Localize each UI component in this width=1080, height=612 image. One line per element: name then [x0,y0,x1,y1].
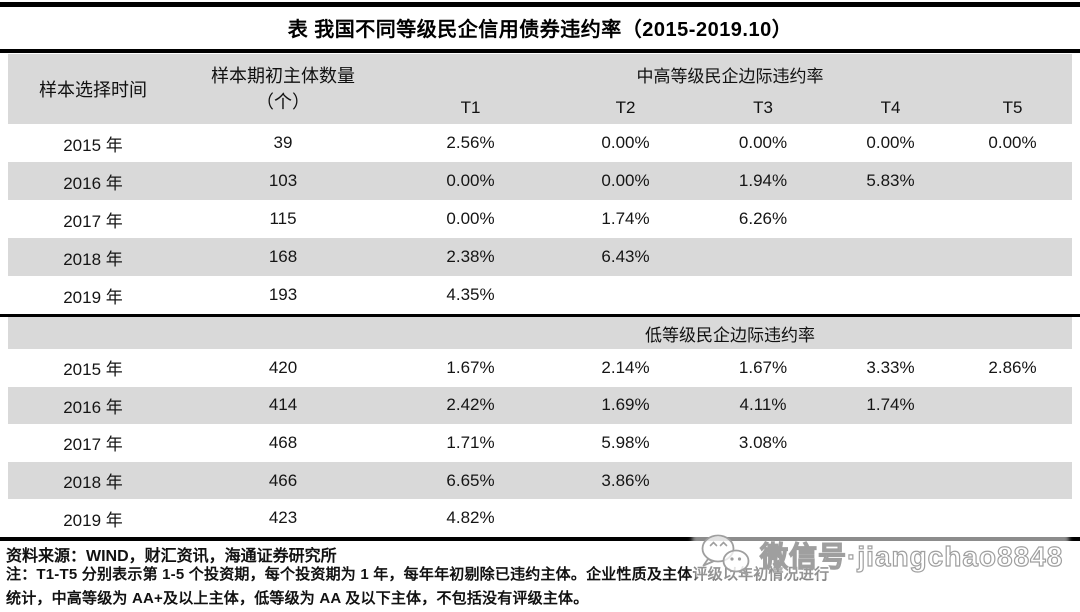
count-cell: 466 [268,470,298,490]
t1-cell: 4.82% [446,508,495,528]
header-group-mid-high-label: 中高等级民企边际违约率 [636,67,824,86]
header-period-t3: T3 [753,97,773,117]
low-grade-section-header: 低等级民企边际违约率 [8,317,1072,349]
year-cell: 2018 年 [63,473,123,493]
year-cell: 2016 年 [63,397,123,417]
year-cell: 2016 年 [63,173,123,193]
t1-cell: 0.00% [446,209,495,228]
table-row: 2015 年 39 2.56% 0.00% 0.00% 0.00% 0.00% [8,124,1072,162]
t1-cell: 6.65% [446,470,495,490]
watermark-halo [692,528,1070,582]
t2-cell: 0.00% [601,133,650,152]
t4-cell: 1.74% [866,395,915,415]
table-row: 2018 年 466 6.65% 3.86% [8,461,1072,500]
note-line-1: 注：T1-T5 分别表示第 1-5 个投资期，每个投资期为 1 年，每年年初剔除… [6,566,830,583]
table-row: 2016 年 103 0.00% 0.00% 1.94% 5.83% [8,162,1072,200]
t4-cell: 5.83% [866,171,915,190]
header-sample-count-line2: （个） [256,92,310,112]
wechat-icon [701,534,750,576]
mid-high-grade-rows: 2015 年 39 2.56% 0.00% 0.00% 0.00% 0.00% 2016 年 1… [8,124,1072,314]
t1-cell: 4.35% [446,285,495,304]
t1-cell: 1.67% [446,357,495,377]
header-group-mid-high: 中高等级民企边际违约率 T1 T2 T3 T4 T5 [388,54,1072,124]
table-row: 2019 年 193 4.35% [8,276,1072,314]
header-period-t4: T4 [880,97,901,117]
table-row: 2018 年 168 2.38% 6.43% [8,238,1072,276]
t2-cell: 2.14% [601,357,650,377]
year-cell: 2019 年 [63,510,123,530]
count-cell: 39 [273,133,293,152]
table-title: 表 我国不同等级民企信用债券违约率（2015-2019.10） [287,19,793,41]
count-cell: 168 [268,247,298,266]
year-cell: 2017 年 [63,211,123,231]
t2-cell: 6.43% [601,247,650,266]
source-line: 资料来源：WIND，财汇资讯，海通证券研究所 [6,548,337,565]
t3-cell: 6.26% [738,209,788,228]
t2-cell: 1.74% [601,209,650,228]
t4-cell: 3.33% [866,357,915,377]
header-periods-row: T1 T2 T3 T4 T5 [388,91,1072,124]
low-grade-rows: 2015 年 420 1.67% 2.14% 1.67% 3.33% 2.86% 2016 年… [8,349,1072,537]
count-cell: 423 [268,508,298,528]
watermark: 微信号·jiangchao8848 [692,528,1070,582]
year-cell: 2017 年 [63,435,123,455]
t3-cell: 3.08% [738,432,788,452]
table-row: 2019 年 423 4.82% [8,499,1072,537]
header-period-t5: T5 [1002,97,1023,117]
note-line-2: 统计，中高等级为 AA+及以上主体，低等级为 AA 及以下主体，不包括没有评级主… [6,590,589,607]
t2-cell: 3.86% [601,470,650,490]
count-cell: 193 [268,285,298,304]
t2-cell: 5.98% [601,432,650,452]
t4-cell: 0.00% [866,133,915,152]
header-period-t1: T1 [460,97,481,117]
t3-cell: 0.00% [738,133,788,152]
t1-cell: 2.38% [446,247,495,266]
table-row: 2015 年 420 1.67% 2.14% 1.67% 3.33% 2.86% [8,349,1072,387]
table-bottom-border [0,537,1080,541]
t1-cell: 2.56% [446,133,495,152]
header-period-t2: T2 [615,97,636,117]
t5-cell: 2.86% [988,357,1037,377]
section-divider-rule [0,314,1080,317]
header-group-low-label: 低等级民企边际违约率 [645,325,815,345]
t3-cell: 1.67% [738,357,788,377]
table-top-border [0,49,1080,53]
t5-cell: 0.00% [988,133,1037,152]
header-sample-count: 样本期初主体数量 （个） [178,54,388,124]
table-row: 2017 年 115 0.00% 1.74% 6.26% [8,200,1072,238]
count-cell: 414 [268,395,298,415]
top-rule [0,2,1080,7]
t1-cell: 1.71% [446,432,495,452]
t1-cell: 0.00% [446,171,495,190]
t3-cell: 4.11% [739,395,787,415]
year-cell: 2018 年 [63,249,123,269]
year-cell: 2015 年 [63,135,123,155]
year-cell: 2015 年 [63,360,123,380]
table-header: 样本选择时间 样本期初主体数量 （个） 中高等级民企边际违约率 T1 T2 T3 T4… [8,54,1072,124]
t1-cell: 2.42% [446,395,495,415]
t2-cell: 0.00% [601,171,650,190]
count-cell: 103 [268,171,298,190]
t3-cell: 1.94% [738,171,788,190]
header-sample-count-line1: 样本期初主体数量 [211,65,355,86]
table-row: 2017 年 468 1.71% 5.98% 3.08% [8,424,1072,462]
count-cell: 115 [269,209,297,228]
header-sample-time: 样本选择时间 [39,80,147,100]
watermark-text: 微信号·jiangchao8848 [759,540,1064,572]
count-cell: 468 [268,432,298,452]
t2-cell: 1.69% [601,395,650,415]
year-cell: 2019 年 [63,287,123,307]
table-row: 2016 年 414 2.42% 1.69% 4.11% 1.74% [8,386,1072,425]
count-cell: 420 [268,357,298,377]
